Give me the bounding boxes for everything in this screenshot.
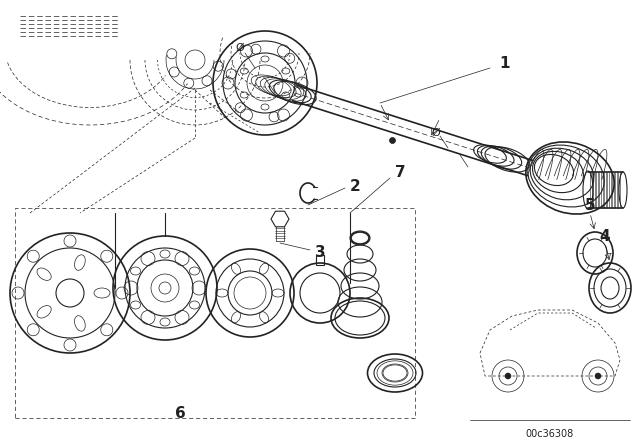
Circle shape [595, 373, 601, 379]
Text: Ø: Ø [236, 43, 244, 53]
Text: 2: 2 [349, 178, 360, 194]
Circle shape [390, 138, 396, 143]
Text: 6: 6 [175, 405, 186, 421]
Text: Ø: Ø [431, 128, 440, 138]
Bar [15, 208, 415, 418]
Polygon shape [271, 211, 289, 227]
Text: 7: 7 [395, 164, 405, 180]
Text: 5: 5 [585, 198, 595, 212]
Bar [316, 255, 324, 265]
Text: 1: 1 [500, 56, 510, 70]
Text: 00c36308: 00c36308 [526, 429, 574, 439]
Circle shape [505, 373, 511, 379]
Text: 4: 4 [600, 228, 611, 244]
Text: 3: 3 [315, 245, 325, 259]
